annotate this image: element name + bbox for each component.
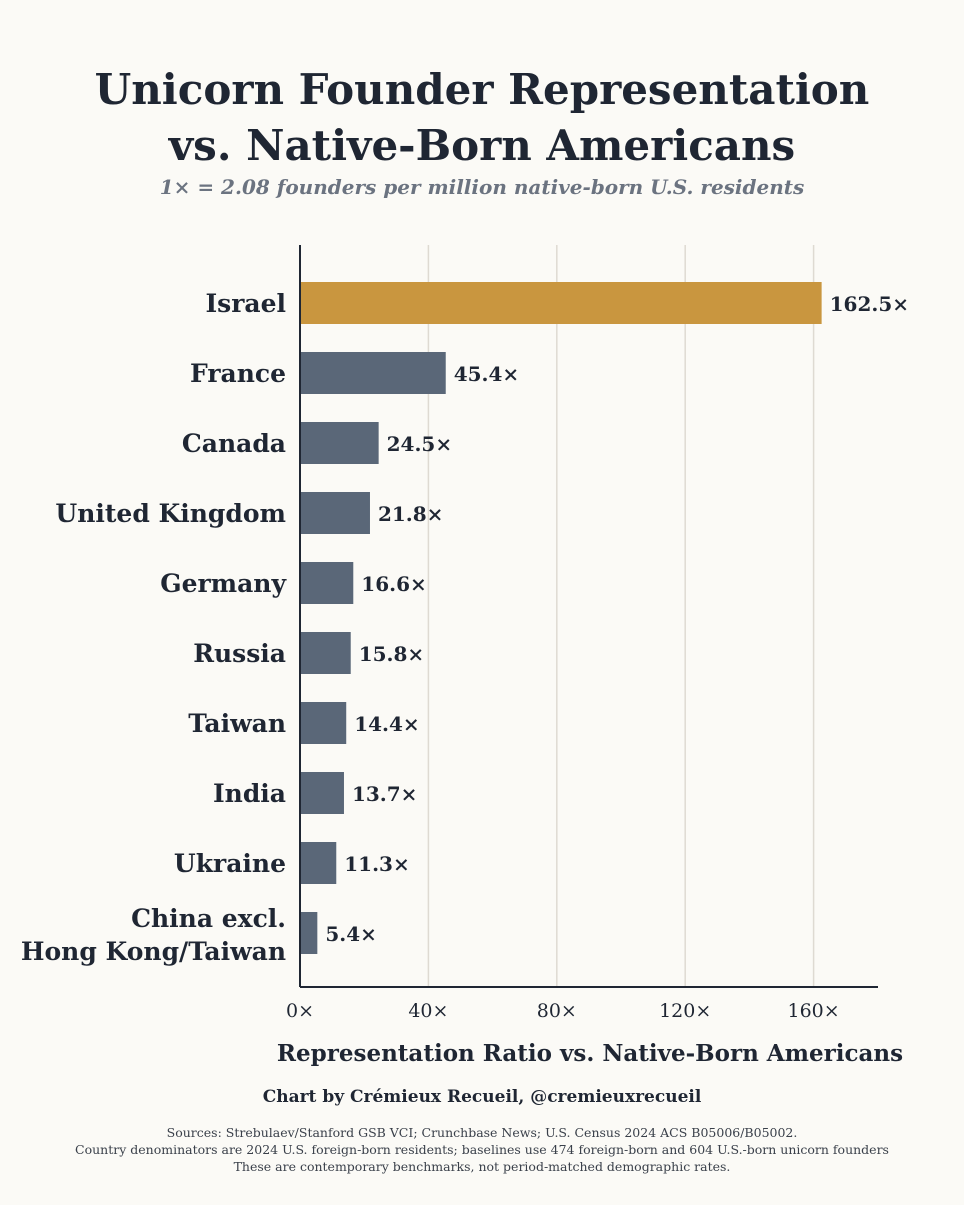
value-label-2: 24.5× [387,432,452,456]
sources-line-3: These are contemporary benchmarks, not p… [233,1159,731,1174]
bar-8 [300,842,337,884]
x-tick-label-3: 120× [659,1000,711,1022]
bar-4 [300,562,354,604]
category-label-8: Ukraine [174,849,286,878]
category-label-7: India [213,779,286,808]
bar-3 [300,492,370,534]
category-label-0: Israel [205,289,286,318]
bar-1 [300,352,446,394]
bar-0 [300,282,822,324]
category-label-3: United Kingdom [55,499,286,528]
category-label-6: Taiwan [188,709,286,738]
sources-line-2: Country denominators are 2024 U.S. forei… [75,1142,889,1157]
value-label-1: 45.4× [454,362,519,386]
value-label-4: 16.6× [361,572,426,596]
bar-chart: Israel 162.5× France 45.4× Canada 24.5× United… [21,245,909,1022]
value-label-5: 15.8× [359,642,424,666]
category-label-1: France [190,359,286,388]
chart-subtitle: 1× = 2.08 founders per million native-bo… [159,175,805,199]
bar-9 [300,912,318,954]
chart-title-line-2: vs. Native-Born Americans [168,121,796,170]
sources-note: Sources: Strebulaev/Stanford GSB VCI; Cr… [0,1124,964,1175]
value-label-9: 5.4× [325,922,377,946]
x-tick-label-4: 160× [788,1000,840,1022]
x-tick-label-0: 0× [286,1000,314,1022]
value-label-6: 14.4× [354,712,419,736]
chart-credit: Chart by Crémieux Recueil, @cremieuxrecu… [262,1087,702,1107]
value-label-8: 11.3× [344,852,409,876]
category-label-9: China excl. Hong Kong/Taiwan [21,904,286,966]
x-tick-label-2: 80× [537,1000,577,1022]
x-tick-label-1: 40× [408,1000,448,1022]
chart-title: Unicorn Founder Representation vs. Nativ… [0,62,964,174]
bar-2 [300,422,379,464]
value-label-0: 162.5× [830,292,909,316]
bar-7 [300,772,344,814]
category-label-2: Canada [182,429,286,458]
sources-line-1: Sources: Strebulaev/Stanford GSB VCI; Cr… [166,1125,798,1140]
bar-6 [300,702,347,744]
value-label-7: 13.7× [352,782,417,806]
chart-title-line-1: Unicorn Founder Representation [94,65,870,114]
bar-5 [300,632,351,674]
value-label-3: 21.8× [378,502,443,526]
category-label-5: Russia [193,639,286,668]
category-label-4: Germany [160,569,287,598]
x-axis-label: Representation Ratio vs. Native-Born Ame… [276,1040,904,1067]
